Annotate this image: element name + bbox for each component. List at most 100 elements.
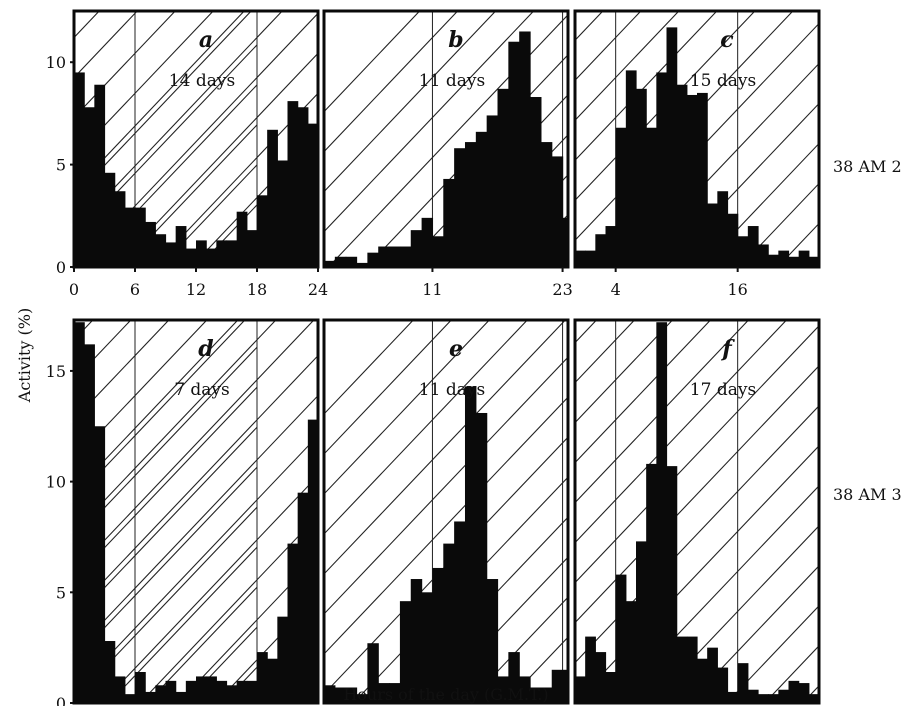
y-tick-label: 0 bbox=[56, 258, 66, 277]
activity-bar bbox=[464, 386, 477, 703]
activity-bar bbox=[206, 248, 217, 267]
panel-d bbox=[74, 320, 318, 703]
panel-f bbox=[575, 320, 819, 703]
activity-bar bbox=[615, 127, 627, 267]
activity-bar bbox=[758, 694, 769, 703]
hatch-line bbox=[324, 11, 421, 113]
activity-bar bbox=[646, 127, 657, 267]
activity-bar bbox=[432, 236, 444, 267]
activity-bar bbox=[356, 694, 368, 703]
activity-bar bbox=[267, 658, 278, 703]
hatch-line bbox=[688, 565, 819, 703]
activity-bar bbox=[410, 579, 423, 703]
activity-bar bbox=[519, 676, 531, 703]
activity-bar bbox=[84, 344, 95, 703]
activity-bar bbox=[345, 687, 358, 703]
hatch-line bbox=[74, 354, 318, 614]
activity-bar bbox=[124, 694, 136, 703]
activity-bar bbox=[540, 687, 553, 703]
x-tick-label: 23 bbox=[552, 280, 572, 299]
hatch-line bbox=[726, 605, 819, 703]
activity-bar bbox=[226, 240, 238, 267]
panel-letter: a bbox=[199, 27, 213, 53]
activity-bar bbox=[216, 240, 228, 267]
hatch-line bbox=[324, 436, 568, 695]
activity-bar bbox=[155, 685, 167, 703]
activity-bar bbox=[707, 203, 718, 267]
panel-a bbox=[74, 11, 318, 267]
activity-bar bbox=[277, 616, 289, 703]
hatch-line bbox=[197, 139, 318, 267]
hatch-line bbox=[324, 320, 528, 535]
hatch-line bbox=[215, 594, 318, 703]
hatch-line bbox=[74, 442, 318, 701]
activity-bar bbox=[636, 541, 647, 703]
hatch-line bbox=[575, 365, 819, 624]
panel-frame bbox=[573, 9, 821, 269]
y-tick-label: 5 bbox=[56, 583, 66, 602]
activity-bar bbox=[615, 574, 627, 703]
activity-bar bbox=[399, 601, 412, 703]
hatch-line bbox=[324, 320, 566, 575]
activity-bar bbox=[497, 676, 509, 703]
activity-bar bbox=[656, 322, 668, 703]
hatch-line bbox=[505, 636, 568, 703]
hatch-line bbox=[324, 11, 459, 153]
activity-bar bbox=[595, 234, 607, 267]
activity-bar bbox=[334, 256, 347, 267]
days-label: 11 days bbox=[419, 380, 485, 400]
activity-bar bbox=[216, 680, 228, 703]
activity-bar bbox=[185, 680, 197, 703]
hatch-line bbox=[784, 11, 913, 267]
activity-bar bbox=[367, 252, 379, 267]
hatch-line bbox=[184, 562, 318, 703]
y-tick-label: 10 bbox=[46, 473, 66, 492]
activity-bar bbox=[508, 41, 520, 267]
activity-bar bbox=[508, 652, 520, 703]
hatch-line bbox=[324, 320, 414, 415]
activity-bar bbox=[808, 694, 819, 703]
hatch-line bbox=[815, 262, 819, 267]
days-label: 17 days bbox=[690, 380, 756, 400]
hatch-line bbox=[74, 320, 239, 494]
hatch-line bbox=[324, 320, 452, 455]
activity-bar bbox=[74, 322, 85, 703]
hatch-line bbox=[575, 320, 711, 464]
hatch-line bbox=[854, 11, 913, 267]
hatch-line bbox=[324, 11, 497, 193]
activity-bar bbox=[737, 663, 749, 703]
activity-bar bbox=[378, 683, 390, 703]
activity-bar bbox=[443, 178, 455, 267]
panel-b bbox=[324, 11, 913, 267]
activity-bar bbox=[551, 156, 564, 267]
activity-bar bbox=[605, 672, 617, 703]
hatch-line bbox=[177, 554, 318, 703]
hatch-line bbox=[74, 320, 208, 461]
activity-bar bbox=[717, 667, 729, 703]
activity-bar bbox=[585, 250, 596, 267]
activity-bar bbox=[155, 234, 167, 267]
hatch-line bbox=[650, 525, 819, 703]
hatch-line bbox=[847, 320, 913, 703]
activity-bar bbox=[676, 636, 688, 703]
activity-bar bbox=[595, 652, 607, 703]
activity-bar bbox=[165, 242, 177, 267]
hatch-line bbox=[74, 320, 277, 534]
panel-letter: d bbox=[198, 336, 213, 362]
activity-bar bbox=[758, 244, 769, 267]
hatch-line bbox=[575, 320, 787, 544]
activity-bar bbox=[686, 94, 698, 267]
activity-bar bbox=[530, 687, 542, 703]
activity-bar bbox=[575, 676, 586, 703]
days-label: 7 days bbox=[174, 380, 230, 400]
x-tick-label: 12 bbox=[186, 280, 206, 299]
days-label: 11 days bbox=[419, 71, 485, 91]
hatch-line bbox=[121, 59, 318, 267]
activity-bar bbox=[540, 142, 553, 267]
x-tick-label: 11 bbox=[422, 280, 442, 299]
hatch-line bbox=[892, 11, 913, 267]
panel-frame bbox=[322, 9, 570, 269]
activity-bar bbox=[697, 658, 708, 703]
activity-bar bbox=[114, 191, 126, 267]
